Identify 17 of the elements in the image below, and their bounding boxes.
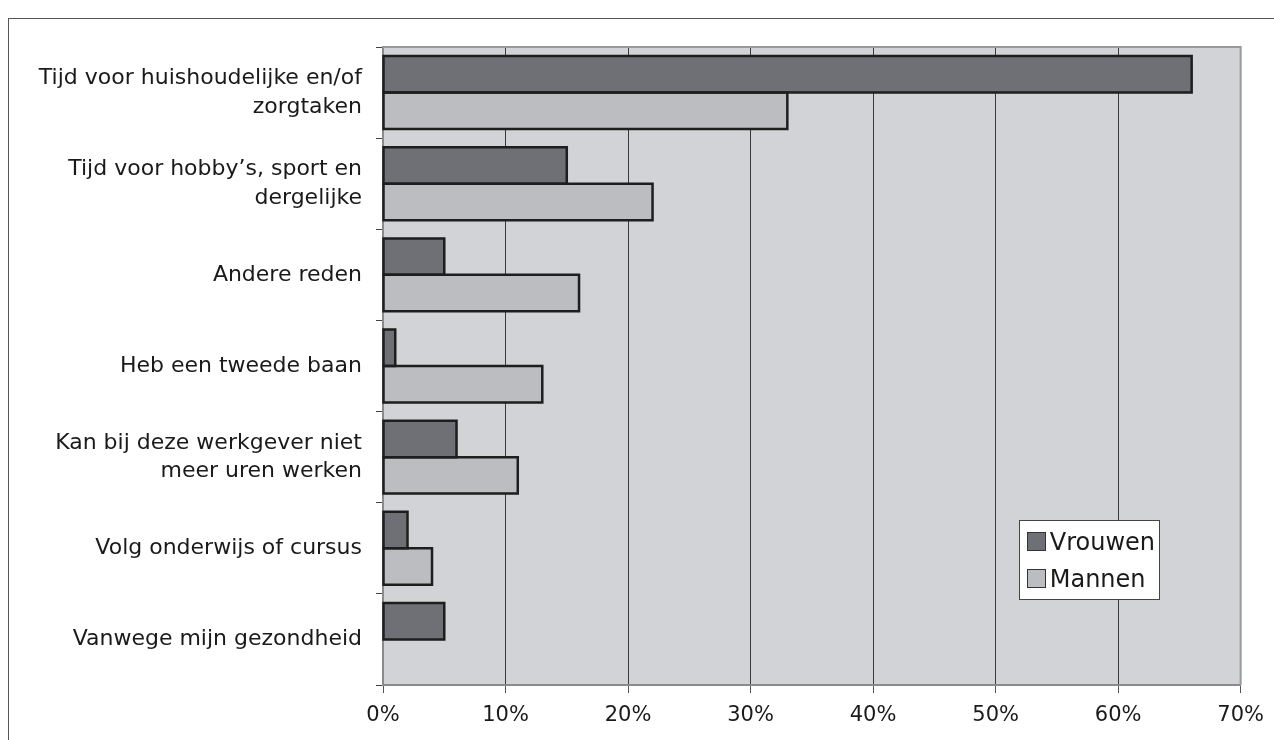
y-tick-label: Andere reden [212,260,362,286]
x-tick-label: 10% [482,702,529,727]
legend-label: Mannen [1049,564,1146,593]
x-tick-label: 40% [849,702,897,727]
legend-label: Vrouwen [1049,527,1155,556]
y-tick-label: Kan bij deze werkgever niet meer uren werken [55,428,363,483]
y-tick-label: Tijd voor hobby’s, sport en dergelijke [67,155,362,209]
x-tick-label: 0% [366,702,400,727]
y-tick-label: Vanwege mijn gezondheid [72,625,362,651]
x-tick-label: 50% [972,702,1019,727]
x-tick-label: 20% [604,702,652,727]
y-tick-label: Heb een tweede baan [119,351,362,377]
y-tick-label: Volg onderwijs of cursus [95,534,362,559]
x-tick-label: 70% [1217,702,1265,727]
x-tick-label: 30% [727,702,774,727]
y-tick-label: Tijd voor huishoudelijke en/of zorgtaken [37,63,364,118]
x-tick-label: 60% [1094,702,1142,727]
